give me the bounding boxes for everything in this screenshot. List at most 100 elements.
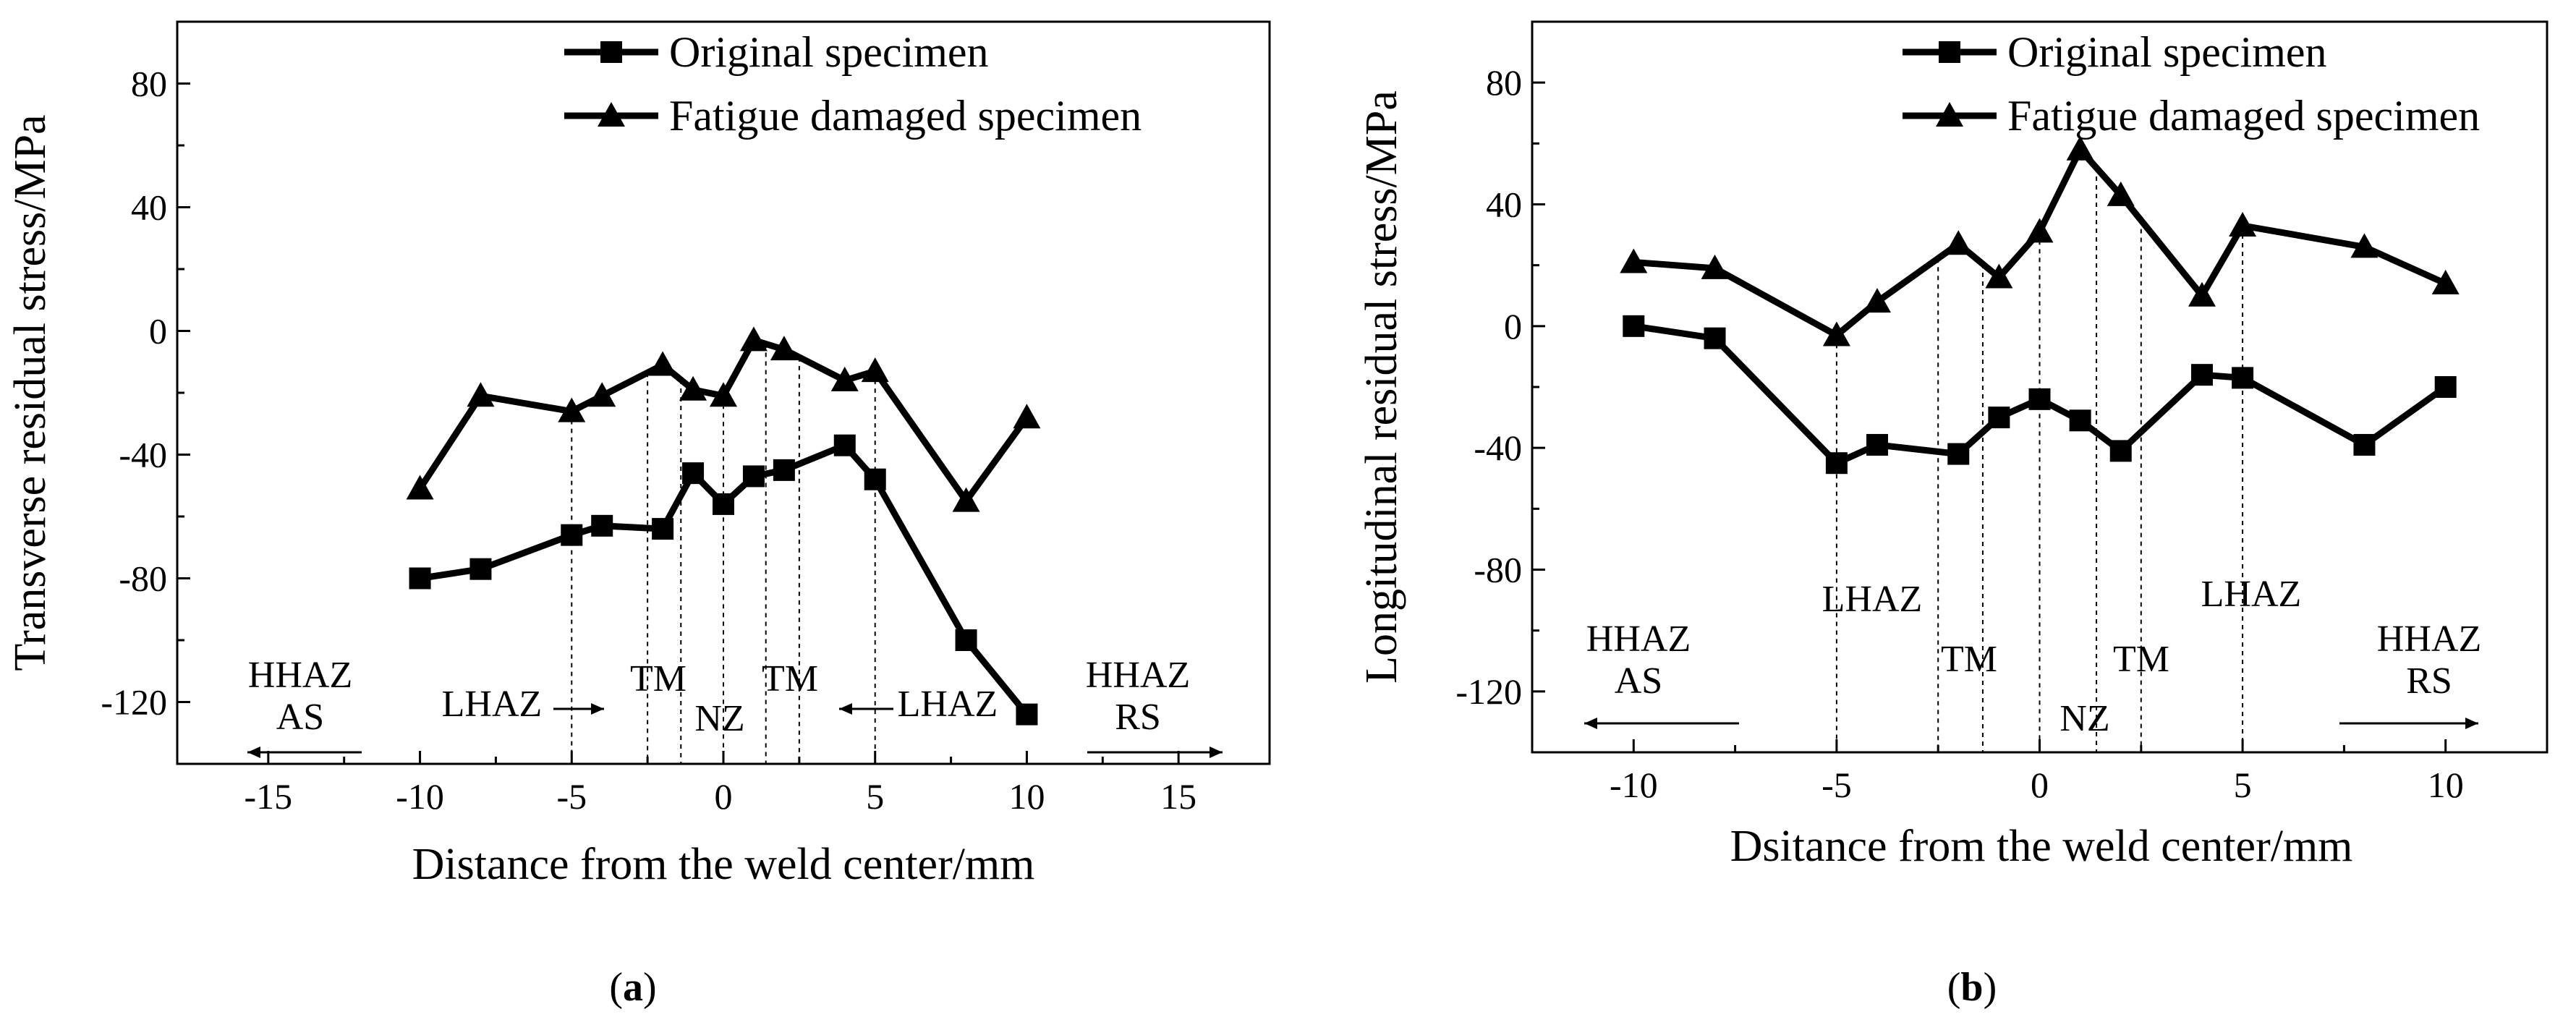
region-label: LHAZ xyxy=(1822,579,1923,620)
series-layer-b xyxy=(1620,135,2460,475)
region-label: TM xyxy=(762,658,818,699)
data-point-fatigue xyxy=(467,382,495,407)
y-tick-label: -120 xyxy=(101,682,167,723)
legend-marker-triangle xyxy=(598,102,625,127)
data-point-original xyxy=(2028,388,2051,410)
region-label: NZ xyxy=(2059,698,2109,739)
x-axis-title-a: Distance from the weld center/mm xyxy=(412,840,1035,889)
y-axis-title-a: Transverse residual stress/MPa xyxy=(6,114,55,671)
region-guides-a xyxy=(571,344,876,764)
data-point-fatigue xyxy=(558,397,586,422)
legend-b: Original specimen Fatigue damaged specime… xyxy=(1903,28,2480,140)
y-tick-label: -120 xyxy=(1455,671,1522,712)
data-point-original xyxy=(2190,364,2213,386)
y-tick-label: -80 xyxy=(1474,550,1522,590)
data-point-original xyxy=(1623,315,1645,337)
region-sublabel: AS xyxy=(276,697,324,738)
region-sublabel: RS xyxy=(1115,697,1161,738)
data-point-original xyxy=(1866,433,1889,456)
data-point-fatigue xyxy=(830,366,859,391)
region-arrowhead xyxy=(591,703,604,715)
data-point-original xyxy=(773,459,795,481)
panel-label-a: (a) xyxy=(609,965,656,1010)
data-point-fatigue xyxy=(588,382,616,407)
data-point-original xyxy=(864,468,886,490)
data-point-fatigue xyxy=(1620,248,1648,273)
axis-ticks-a: -15 -10 -5 0 5 10 15 -120 -80 -40 0 40 80 xyxy=(101,64,1196,817)
data-point-fatigue xyxy=(739,326,768,352)
x-tick-label: -5 xyxy=(556,776,587,817)
region-arrowhead xyxy=(2465,718,2478,729)
region-label: TM xyxy=(1941,639,1997,680)
legend-marker-triangle xyxy=(1936,102,1963,127)
region-label: HHAZ xyxy=(2377,618,2481,660)
axis-ticks-b: -10 -5 0 5 10 -120 -80 -40 0 40 80 xyxy=(1455,62,2463,805)
data-point-original xyxy=(833,434,856,456)
region-arrowhead xyxy=(839,703,852,715)
x-tick-label: 5 xyxy=(2234,765,2252,805)
data-point-original xyxy=(2069,409,2091,432)
data-point-original xyxy=(1988,407,2010,429)
y-tick-label: 0 xyxy=(1504,306,1522,346)
x-tick-label: -10 xyxy=(396,776,444,817)
region-arrowhead xyxy=(1584,718,1597,729)
data-point-fatigue xyxy=(952,487,980,512)
region-arrowhead xyxy=(1210,747,1223,758)
data-point-fatigue xyxy=(861,357,889,383)
region-label: TM xyxy=(2113,639,2169,680)
legend-marker-square xyxy=(600,41,622,63)
data-point-original xyxy=(652,518,674,540)
y-tick-label: 40 xyxy=(1486,184,1522,225)
y-axis-title-b: Longitudinal residual stress/MPa xyxy=(1357,90,1406,684)
data-point-fatigue xyxy=(406,475,434,500)
panel-label-b: (b) xyxy=(1947,965,1997,1010)
region-label: LHAZ xyxy=(2201,574,2302,615)
data-point-fatigue xyxy=(679,375,707,401)
data-point-original xyxy=(713,493,734,515)
data-point-original xyxy=(1825,452,1848,475)
data-point-original xyxy=(1704,327,1726,349)
data-point-fatigue xyxy=(2350,233,2379,258)
x-tick-label: -15 xyxy=(245,776,293,817)
region-label: HHAZ xyxy=(248,655,352,696)
region-label: NZ xyxy=(694,698,744,739)
legend-label: Original specimen xyxy=(2007,28,2327,76)
x-tick-label: 10 xyxy=(1008,776,1045,817)
data-point-fatigue xyxy=(1863,288,1892,313)
legend-label: Original specimen xyxy=(669,28,989,76)
data-point-fatigue xyxy=(2431,269,2460,294)
x-tick-label: 0 xyxy=(2031,765,2049,805)
region-label: HHAZ xyxy=(1086,655,1190,696)
data-point-fatigue xyxy=(1944,230,1973,255)
data-point-original xyxy=(2353,433,2376,456)
data-point-original xyxy=(742,465,765,488)
data-point-fatigue xyxy=(2025,218,2054,243)
region-sublabel: RS xyxy=(2406,660,2452,702)
data-point-fatigue xyxy=(1985,263,2013,289)
data-point-fatigue xyxy=(710,382,737,407)
region-arrowhead xyxy=(247,747,260,758)
data-point-fatigue xyxy=(2107,181,2135,206)
y-tick-label: 0 xyxy=(149,311,167,352)
x-tick-label: 5 xyxy=(866,776,884,817)
data-point-original xyxy=(1016,703,1038,726)
data-point-fatigue xyxy=(1701,254,1729,279)
y-tick-label: 80 xyxy=(1486,62,1522,103)
data-point-original xyxy=(2109,440,2132,462)
x-tick-label: 10 xyxy=(2428,765,2464,805)
data-point-original xyxy=(409,567,431,590)
legend-marker-square xyxy=(1939,41,1960,63)
data-point-fatigue xyxy=(649,351,677,376)
x-tick-label: 0 xyxy=(715,776,733,817)
data-point-fatigue xyxy=(770,336,798,361)
data-point-original xyxy=(955,629,977,651)
legend-label: Fatigue damaged specimen xyxy=(2007,92,2480,140)
x-tick-label: -5 xyxy=(1822,765,1852,805)
data-point-original xyxy=(2232,367,2254,389)
data-point-fatigue xyxy=(2229,211,2257,237)
region-label: LHAZ xyxy=(442,684,543,725)
x-tick-label: -10 xyxy=(1610,765,1658,805)
